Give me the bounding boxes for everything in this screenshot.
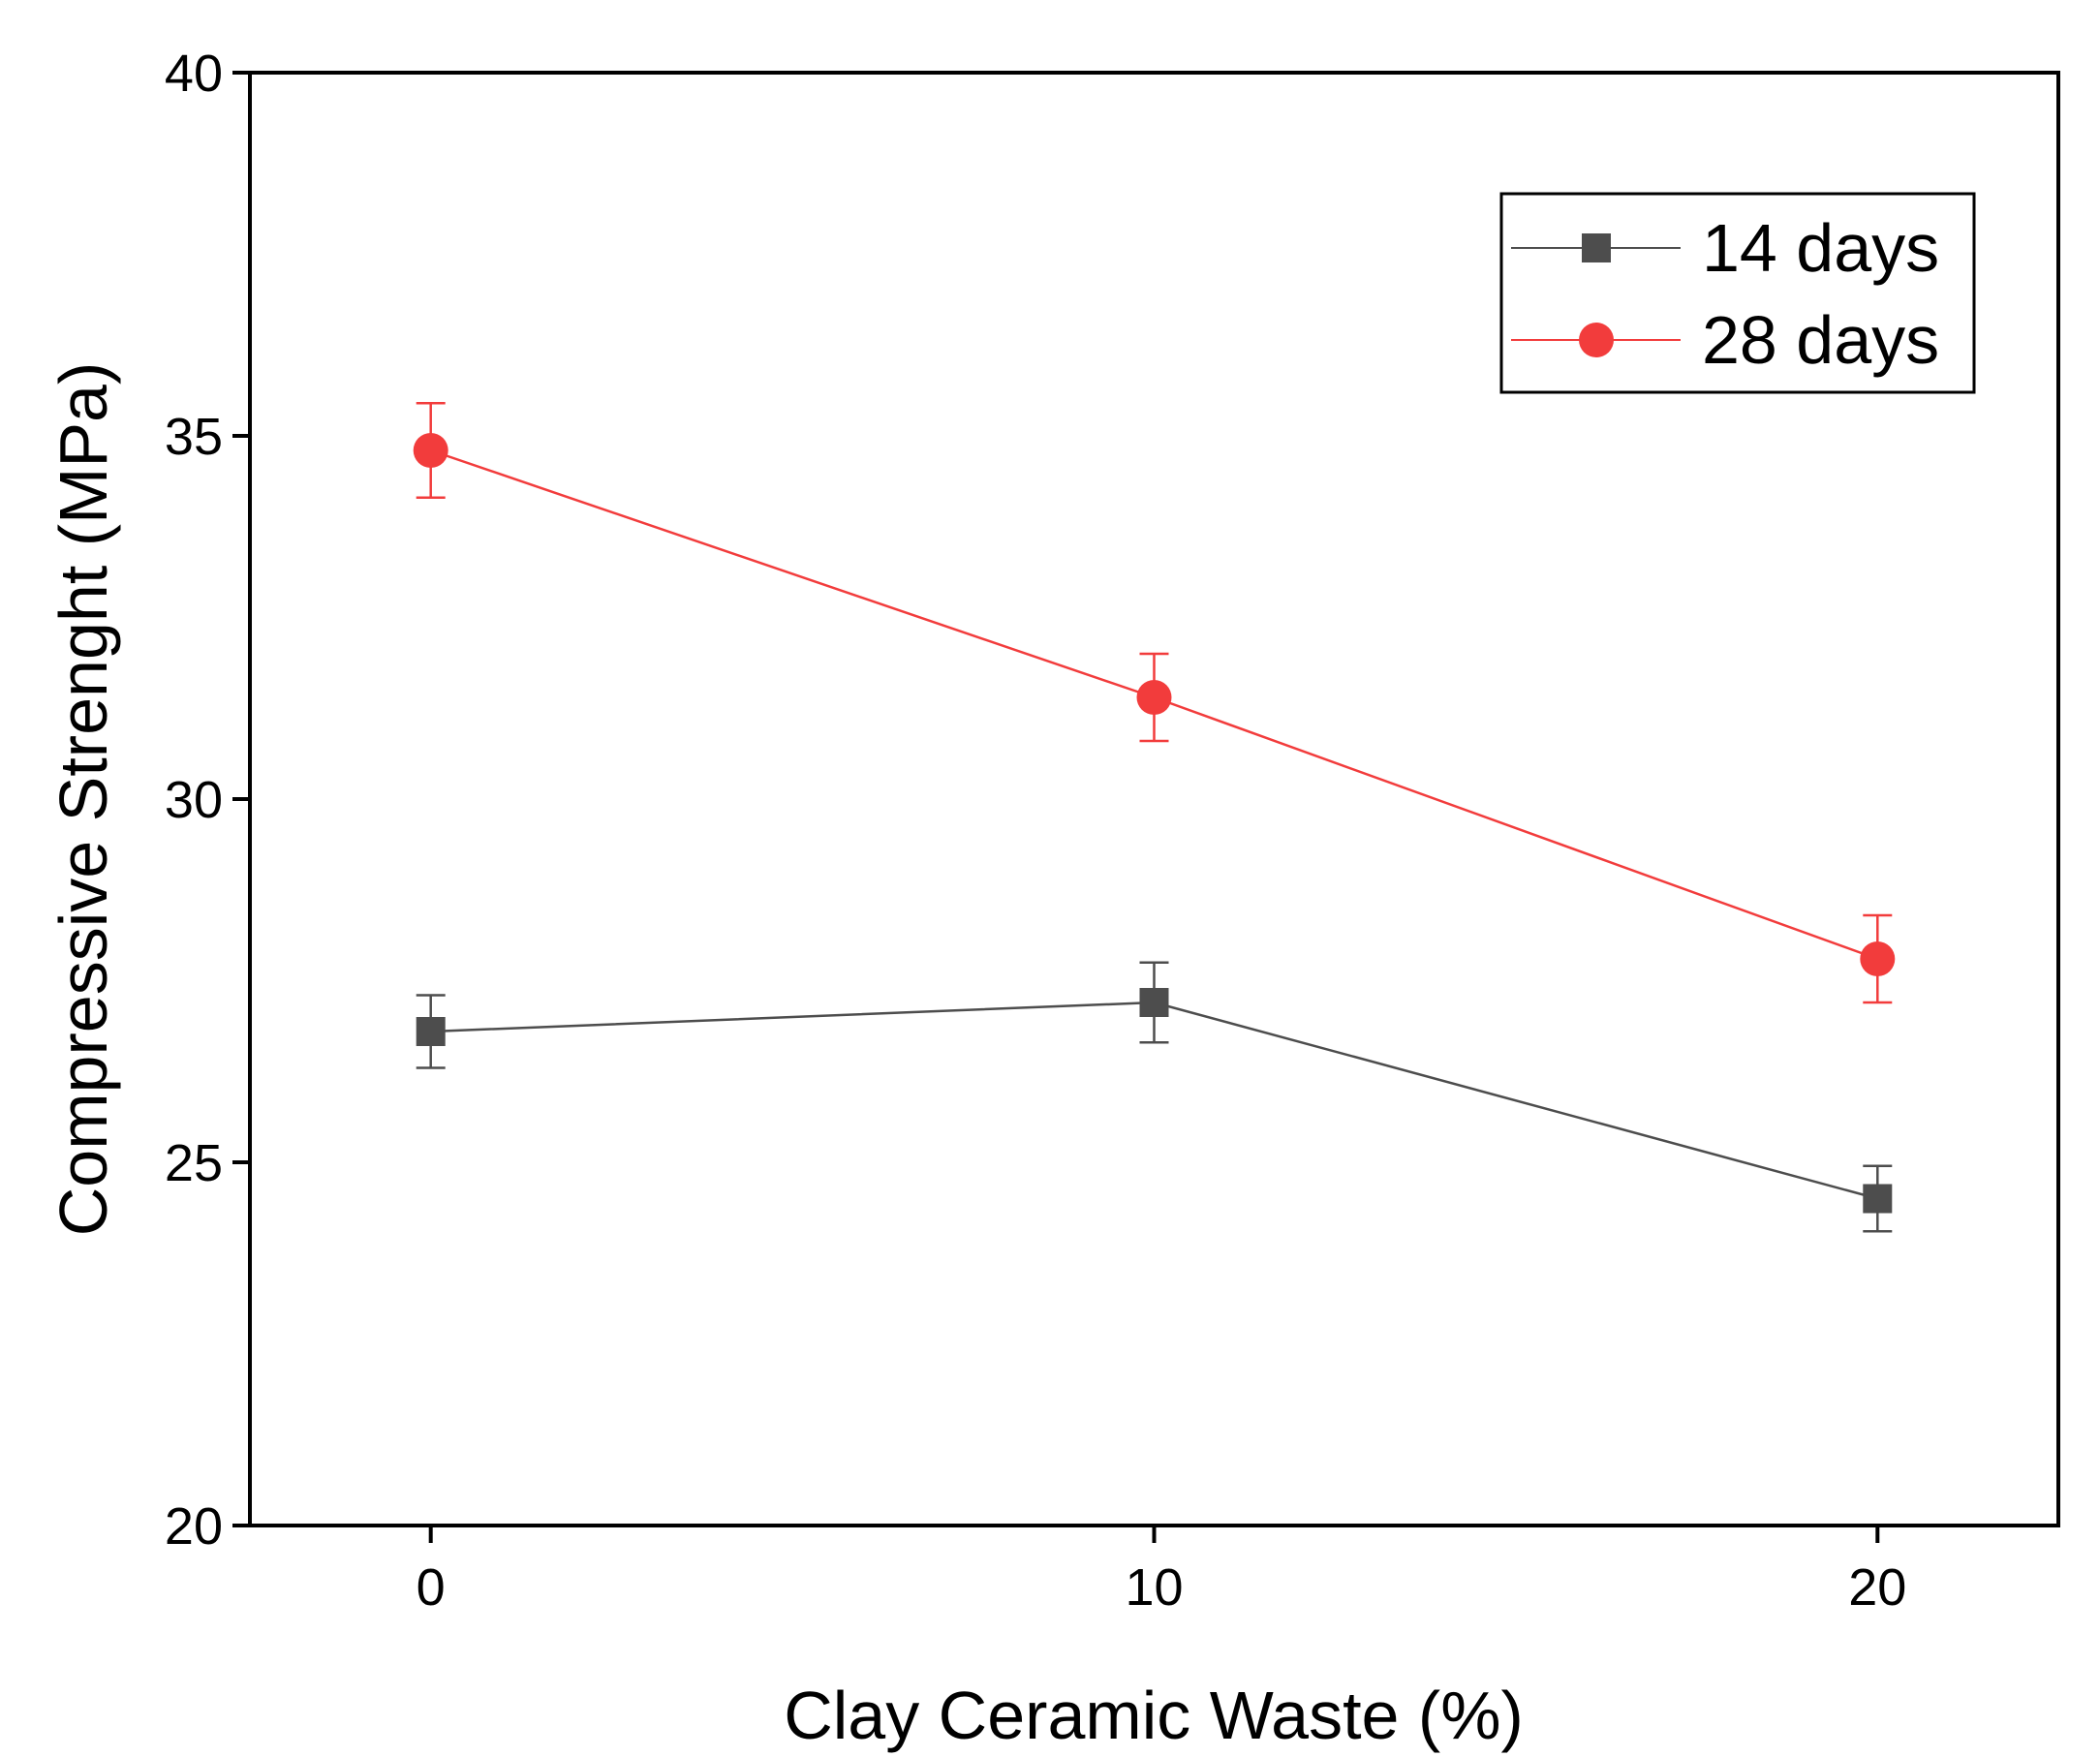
- legend: 14 days 28 days: [1499, 192, 1976, 394]
- y-tick-label: 40: [165, 45, 223, 103]
- legend-marker-14-days: [1582, 233, 1611, 262]
- x-tick-label: 20: [1848, 1558, 1906, 1617]
- series-layer: [413, 402, 1896, 1233]
- data-point: [413, 433, 448, 468]
- series-14-days: [416, 961, 1893, 1233]
- x-tick-label: 10: [1125, 1558, 1183, 1617]
- data-point: [1139, 988, 1169, 1017]
- x-axis-title: Clay Ceramic Waste (%): [784, 1678, 1524, 1753]
- y-tick-label: 30: [165, 771, 223, 829]
- y-tick-label: 35: [165, 408, 223, 466]
- y-axis-title: Compressive Strenght (MPa): [46, 362, 121, 1237]
- y-tick-label: 25: [165, 1134, 223, 1192]
- series-28-days: [413, 402, 1896, 1004]
- legend-box: [1499, 192, 1976, 394]
- axis-ticks: 20 25 30 35 40 0 10 20: [165, 45, 1906, 1617]
- x-tick-label: 0: [417, 1558, 446, 1617]
- legend-label-14-days: 14 days: [1702, 210, 1939, 286]
- legend-marker-28-days: [1579, 323, 1614, 357]
- data-point: [1863, 1184, 1893, 1214]
- legend-label-28-days: 28 days: [1702, 302, 1939, 378]
- y-tick-label: 20: [165, 1497, 223, 1556]
- data-point: [1136, 680, 1172, 715]
- data-point: [1860, 941, 1896, 976]
- data-point: [416, 1017, 446, 1046]
